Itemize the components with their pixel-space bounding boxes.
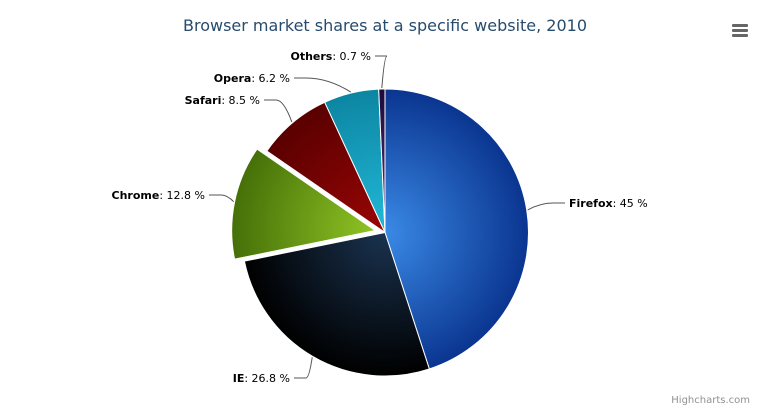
- connector-ie: [294, 357, 313, 379]
- pie-slice-ie[interactable]: [243, 231, 430, 377]
- credits-link[interactable]: Highcharts.com: [671, 395, 750, 406]
- data-label-opera: Opera: 6.2 %: [214, 72, 290, 85]
- connector-chrome: [209, 194, 234, 202]
- connector-others: [375, 55, 388, 89]
- connector-safari: [264, 99, 293, 123]
- connector-firefox: [527, 202, 565, 211]
- data-label-ie: IE: 26.8 %: [233, 372, 290, 385]
- chart-title: Browser market shares at a specific webs…: [183, 16, 587, 35]
- pie-slice-others[interactable]: [378, 88, 386, 233]
- pie-slice-firefox[interactable]: [384, 88, 529, 370]
- data-label-chrome: Chrome: 12.8 %: [112, 189, 205, 202]
- connector-opera: [294, 77, 352, 93]
- data-label-safari: Safari: 8.5 %: [185, 94, 260, 107]
- data-label-others: Others: 0.7 %: [290, 50, 371, 63]
- pie-slice-chrome[interactable]: [231, 148, 377, 260]
- data-label-firefox: Firefox: 45 %: [569, 197, 648, 210]
- hamburger-menu-icon[interactable]: [727, 18, 753, 42]
